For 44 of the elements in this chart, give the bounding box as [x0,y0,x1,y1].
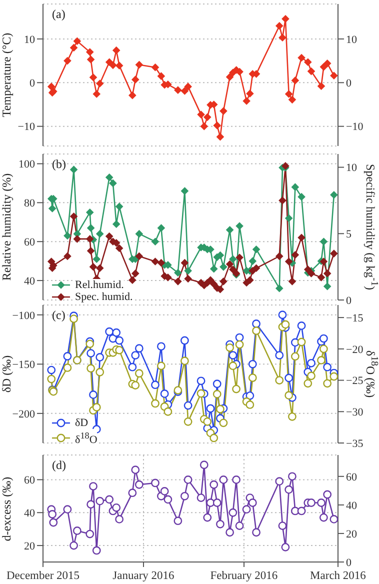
y-tick-label: 10 [24,34,36,46]
x-tick-label: February 2016 [210,570,278,582]
y2-tick-label: 20 [346,528,358,540]
y-tick-label: −150 [12,359,36,372]
y-tick-label: 60 [24,474,36,487]
y2-tick-label: −10 [346,121,364,134]
y-tick-label: −10 [18,121,36,134]
y-tick-label: −200 [12,408,36,420]
y-axis-title: Temperature (°C) [0,32,14,118]
y-tick-label: 40 [24,275,36,288]
y-axis-title: d-excess (‰) [0,476,14,541]
y-axis-title: δD (‰) [0,355,14,393]
x-tick-label: March 2016 [310,570,366,582]
y2-tick-label: 0 [346,78,352,90]
y-tick-label: 60 [24,236,36,249]
y2-tick-label: 5 [346,228,352,241]
y-tick-label: 0 [30,78,36,90]
y-tick-label: 80 [24,198,36,210]
y2-tick-label: −35 [346,438,364,450]
y-tick-label: 20 [24,540,36,552]
y-axis-title: Relative humidity (%) [0,173,14,281]
legend-label: δD [75,417,88,430]
y-tick-label: 100 [18,158,36,171]
y-tick-label: 40 [24,508,36,520]
y-tick-label: −100 [12,310,36,322]
y2-tick-label: 0 [346,556,352,569]
y2-tick-label: −25 [346,375,364,388]
y2-tick-label: 10 [346,34,358,46]
chart-title: (b) [52,157,66,171]
legend-label: Rel.humid. [75,279,124,291]
chart-title: (a) [52,7,66,21]
chart-title: (d) [52,458,66,472]
x-tick-label: December 2015 [6,570,80,582]
chart-title: (c) [52,308,66,322]
y2-tick-label: −15 [346,312,364,324]
y2-tick-label: 10 [346,162,358,174]
y2-tick-label: 40 [346,500,358,512]
y2-tick-label: 60 [346,471,358,484]
y2-tick-label: −20 [346,344,364,356]
y2-tick-label: −30 [346,406,364,419]
legend-label: δ$^{18}$O [75,430,98,446]
x-tick-label: January 2016 [112,570,175,582]
legend-label: Spec. humid. [75,291,133,303]
y2-tick-label: 0 [346,294,352,307]
